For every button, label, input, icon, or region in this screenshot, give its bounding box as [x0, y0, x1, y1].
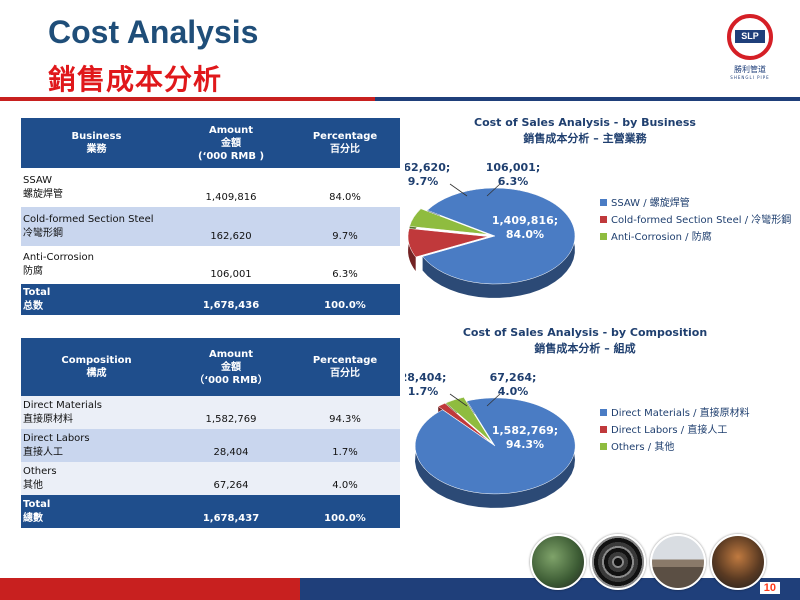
company-logo: SLP 勝利管道 SHENGLI PIPE	[722, 14, 778, 84]
table-row: Direct Labors 直接人工 28,404 1.7%	[21, 429, 400, 462]
legend-swatch	[600, 199, 607, 206]
row-name: Others 其他	[21, 462, 172, 495]
pie-slice	[409, 208, 489, 235]
table-row: Cold-formed Section Steel 冷彎形鋼 162,620 9.…	[21, 207, 400, 246]
legend-entry: Cold-formed Section Steel / 冷彎形鋼	[611, 213, 791, 226]
row-percentage: 6.3%	[290, 246, 400, 284]
header-percentage: Percentage 百分比	[290, 118, 400, 168]
pie-slice	[437, 403, 491, 443]
legend-swatch	[600, 443, 607, 450]
pie-data-label: 106,001;	[486, 161, 541, 174]
table-row: Direct Materials 直接原材料 1,582,769 94.3%	[21, 396, 400, 429]
legend-swatch	[600, 233, 607, 240]
row-amount: 162,620	[172, 207, 290, 246]
legend-swatch	[600, 426, 607, 433]
pie-data-label: 84.0%	[506, 228, 544, 241]
photo-pipe-welding	[710, 534, 766, 590]
row-name: Direct Materials 直接原材料	[21, 396, 172, 429]
legend-entry: Others / 其他	[611, 440, 674, 453]
pie-data-label: 28,404;	[405, 371, 446, 384]
pie-data-label: 67,264;	[490, 371, 537, 384]
logo-emblem: SLP	[727, 14, 773, 60]
legend-entry: SSAW / 螺旋焊管	[611, 196, 690, 209]
leader-line	[449, 393, 468, 407]
pie-data-label: 94.3%	[506, 438, 544, 451]
row-percentage: 84.0%	[290, 168, 400, 207]
table-header-row: Composition 構成 Amount 金額 （‘000 RMB） Perc…	[21, 338, 400, 396]
header-percentage: Percentage 百分比	[290, 338, 400, 396]
legend-entry: Direct Materials / 直接原材料	[611, 406, 750, 419]
row-percentage: 100.0%	[290, 495, 400, 528]
header-amount: Amount 金額 (‘000 RMB )	[172, 118, 290, 168]
leader-line	[449, 183, 468, 197]
row-amount: 1,678,437	[172, 495, 290, 528]
logo-company-name: 勝利管道	[734, 65, 766, 74]
header-composition: Composition 構成	[21, 338, 172, 396]
pie-data-label: 162,620;	[405, 161, 450, 174]
chart-subtitle: 銷售成本分析 – 主營業務	[523, 131, 647, 145]
pie-data-label: 1,409,816;	[492, 214, 558, 227]
row-amount: 1,409,816	[172, 168, 290, 207]
row-percentage: 1.7%	[290, 429, 400, 462]
pie-data-label: 1.7%	[408, 385, 439, 398]
header-divider	[0, 97, 800, 101]
table-header-row: Business 業務 Amount 金額 (‘000 RMB ) Percen…	[21, 118, 400, 168]
legend-swatch	[600, 409, 607, 416]
row-percentage: 94.3%	[290, 396, 400, 429]
business-cost-table: Business 業務 Amount 金額 (‘000 RMB ) Percen…	[21, 118, 400, 315]
header-business: Business 業務	[21, 118, 172, 168]
row-name: Direct Labors 直接人工	[21, 429, 172, 462]
row-percentage: 4.0%	[290, 462, 400, 495]
legend-swatch	[600, 216, 607, 223]
photo-pipe-yard	[530, 534, 586, 590]
legend-entry: Direct Labors / 直接人工	[611, 423, 727, 436]
row-name: Anti-Corrosion 防腐	[21, 246, 172, 284]
row-amount: 106,001	[172, 246, 290, 284]
chart-title: Cost of Sales Analysis - by Business	[474, 116, 696, 129]
table-row: Anti-Corrosion 防腐 106,001 6.3%	[21, 246, 400, 284]
row-percentage: 9.7%	[290, 207, 400, 246]
pie-slice	[445, 397, 492, 443]
pie-data-label: 1,582,769;	[492, 424, 558, 437]
row-amount: 67,264	[172, 462, 290, 495]
pie-data-label: 4.0%	[498, 385, 529, 398]
pie-slice	[414, 397, 576, 495]
page-subtitle-chinese: 銷售成本分析	[48, 63, 223, 96]
header-amount: Amount 金額 （‘000 RMB）	[172, 338, 290, 396]
row-name: Total 總數	[21, 495, 172, 528]
row-name: SSAW 螺旋焊管	[21, 168, 172, 207]
pie-data-label: 9.7%	[408, 175, 439, 188]
photo-pipe-ends	[590, 534, 646, 590]
page-number: 10	[759, 582, 780, 594]
pie-slice-side	[408, 228, 416, 271]
table-total-row: Total 总数 1,678,436 100.0%	[21, 284, 400, 315]
logo-company-subtitle: SHENGLI PIPE	[730, 75, 770, 80]
composition-cost-table: Composition 構成 Amount 金額 （‘000 RMB） Perc…	[21, 338, 400, 528]
leader-line	[486, 393, 501, 407]
table-row: SSAW 螺旋焊管 1,409,816 84.0%	[21, 168, 400, 207]
row-name: Total 总数	[21, 284, 172, 315]
logo-abbreviation: SLP	[735, 30, 765, 43]
leader-line	[486, 183, 501, 197]
pie-slice	[422, 187, 576, 285]
chart-subtitle: 銷售成本分析 – 組成	[534, 341, 635, 355]
composition-pie-chart: Cost of Sales Analysis - by Composition 銷…	[405, 326, 750, 508]
chart-title: Cost of Sales Analysis - by Composition	[463, 326, 707, 339]
table-row: Others 其他 67,264 4.0%	[21, 462, 400, 495]
row-percentage: 100.0%	[290, 284, 400, 315]
business-pie-chart: Cost of Sales Analysis - by Business 銷售成本…	[405, 116, 791, 298]
row-name: Cold-formed Section Steel 冷彎形鋼	[21, 207, 172, 246]
table-total-row: Total 總數 1,678,437 100.0%	[21, 495, 400, 528]
row-amount: 1,678,436	[172, 284, 290, 315]
legend-entry: Anti-Corrosion / 防腐	[611, 230, 712, 243]
photo-pipeline-field	[650, 534, 706, 590]
pie-data-label: 6.3%	[498, 175, 529, 188]
page-title: Cost Analysis	[48, 14, 259, 50]
row-amount: 28,404	[172, 429, 290, 462]
footer-bar-red	[0, 578, 300, 600]
row-amount: 1,582,769	[172, 396, 290, 429]
pie-slice	[407, 228, 489, 258]
